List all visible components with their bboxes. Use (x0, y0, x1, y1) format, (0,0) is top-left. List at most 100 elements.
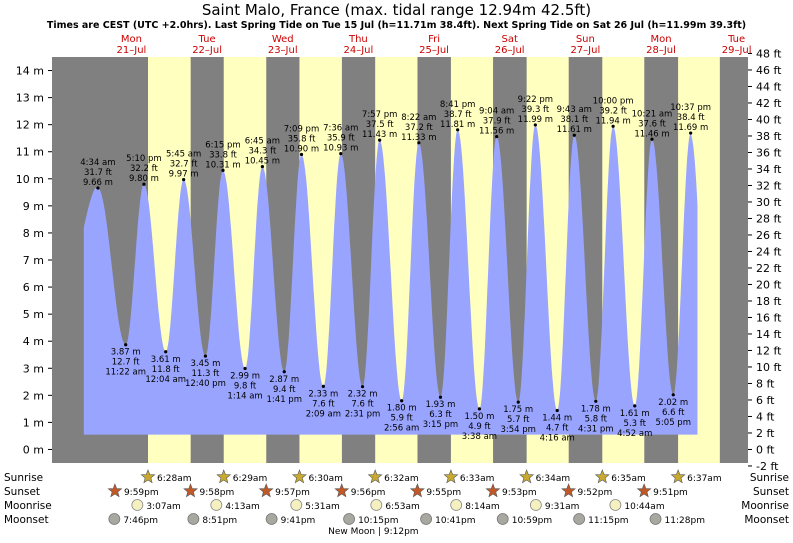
tide-point (572, 133, 576, 137)
y-tick-label-right: 38 ft (756, 130, 782, 143)
y-tick-label-right: 40 ft (756, 113, 782, 126)
day-label: Thu (348, 34, 368, 45)
moonset-icon (187, 513, 200, 525)
date-label: 24–Jul (343, 45, 373, 56)
y-tick-label-right: 44 ft (756, 80, 782, 93)
sunset-icon (485, 483, 501, 498)
tide-time-label: 4:16 am (540, 433, 575, 443)
y-tick-label-left: 11 m (16, 146, 44, 159)
tide-ft-label: 32.7 ft (170, 160, 198, 170)
moonset-icon (496, 513, 509, 525)
tide-point (400, 399, 404, 403)
moonset-time: 10:59pm (512, 516, 552, 526)
y-tick-label-right: 22 ft (756, 262, 782, 275)
tide-point (124, 343, 128, 347)
tide-ft-label: 5.8 ft (585, 414, 608, 424)
date-label: 27–Jul (570, 45, 600, 56)
tide-point (96, 186, 100, 190)
sunrise-icon (291, 469, 307, 484)
y-tick-label-right: 20 ft (756, 278, 782, 291)
day-label: Mon (121, 34, 142, 45)
tide-point (260, 165, 264, 169)
moonrise-icon (290, 499, 303, 511)
y-tick-label-right: 30 ft (756, 196, 782, 209)
date-label: 21–Jul (117, 45, 147, 56)
tide-ft-label: 37.5 ft (366, 120, 394, 130)
y-tick-label-left: 14 m (16, 65, 44, 78)
y-tick-label-left: 3 m (23, 362, 44, 375)
tide-m-label: 9.66 m (83, 178, 113, 188)
y-tick-label-right: 24 ft (756, 245, 782, 258)
y-tick-label-right: 42 ft (756, 97, 782, 110)
tide-time-label: 3:38 am (462, 432, 497, 442)
y-tick-label-right: 26 ft (756, 229, 782, 242)
y-tick-label-right: 16 ft (756, 311, 782, 324)
tide-time-label: 6:15 pm (205, 140, 240, 150)
day-label: Fri (428, 34, 440, 45)
sunrise-icon (594, 469, 610, 484)
sunset-time: 9:58pm (200, 488, 235, 498)
tide-m-label: 2.99 m (230, 372, 260, 382)
tide-m-label: 1.44 m (542, 413, 572, 423)
sunrise-time: 6:35am (611, 474, 646, 484)
tide-ft-label: 5.7 ft (507, 415, 530, 425)
moonrise-icon (210, 499, 223, 511)
tide-m-label: 11.61 m (557, 125, 592, 135)
sunset-time: 9:55pm (426, 488, 461, 498)
tide-ft-label: 4.7 ft (546, 423, 569, 433)
tide-ft-label: 5.9 ft (390, 414, 413, 424)
moonrise-icon (529, 499, 542, 511)
y-tick-label-right: 6 ft (756, 394, 775, 407)
moonset-icon (649, 513, 662, 525)
sunrise-time: 6:34am (536, 474, 571, 484)
tide-m-label: 10.93 m (323, 144, 358, 154)
tide-ft-label: 33.8 ft (209, 150, 237, 160)
row-label-left: Moonrise (4, 500, 52, 512)
tide-m-label: 11.69 m (673, 123, 708, 133)
date-label: 25–Jul (419, 45, 449, 56)
tide-time-label: 2:56 am (384, 424, 419, 434)
sunset-time: 9:56pm (351, 488, 386, 498)
sunrise-icon (443, 469, 459, 484)
date-label: 22–Jul (192, 45, 222, 56)
y-tick-label-left: 9 m (23, 200, 44, 213)
sunset-icon (183, 483, 199, 498)
moonrise-time: 3:07am (146, 502, 181, 512)
sunset-time: 9:52pm (578, 488, 613, 498)
day-label: Mon (650, 34, 671, 45)
tide-time-label: 11:22 am (105, 368, 146, 378)
y-tick-label-right: -2 ft (756, 460, 779, 473)
moonset-time: 8:51pm (202, 516, 237, 526)
tide-time-label: 1:41 pm (267, 395, 302, 405)
tide-point (142, 182, 146, 186)
tide-m-label: 10.45 m (245, 157, 280, 167)
moonset-time: 11:28pm (665, 516, 705, 526)
tide-time-label: 8:22 am (401, 113, 436, 123)
tide-time-label: 7:57 pm (362, 110, 397, 120)
moonrise-time: 8:14am (465, 502, 500, 512)
moonset-time: 10:41pm (435, 516, 475, 526)
y-tick-label-right: 8 ft (756, 377, 775, 390)
tide-time-label: 10:00 pm (593, 96, 634, 106)
tide-m-label: 10.90 m (284, 144, 319, 154)
date-label: 28–Jul (646, 45, 676, 56)
tide-ft-label: 6.6 ft (662, 408, 685, 418)
chart-title: Saint Malo, France (max. tidal range 12.… (202, 1, 591, 19)
tide-ft-label: 11.3 ft (192, 369, 220, 379)
tide-m-label: 11.94 m (595, 116, 630, 126)
tide-m-label: 3.45 m (190, 359, 220, 369)
y-tick-label-left: 13 m (16, 92, 44, 105)
y-tick-label-right: 14 ft (756, 328, 782, 341)
sunrise-time: 6:28am (157, 474, 192, 484)
tide-m-label: 3.87 m (111, 348, 141, 358)
tide-area (83, 124, 698, 435)
y-tick-label-right: 36 ft (756, 146, 782, 159)
tide-point (299, 152, 304, 157)
tide-time-label: 4:31 pm (578, 424, 613, 434)
moonset-time: 11:15pm (588, 516, 628, 526)
tide-time-label: 3:15 pm (423, 420, 458, 430)
tide-ft-label: 9.8 ft (234, 382, 257, 392)
row-label-right: Moonrise (741, 500, 789, 512)
y-tick-label-right: 46 ft (756, 64, 782, 77)
